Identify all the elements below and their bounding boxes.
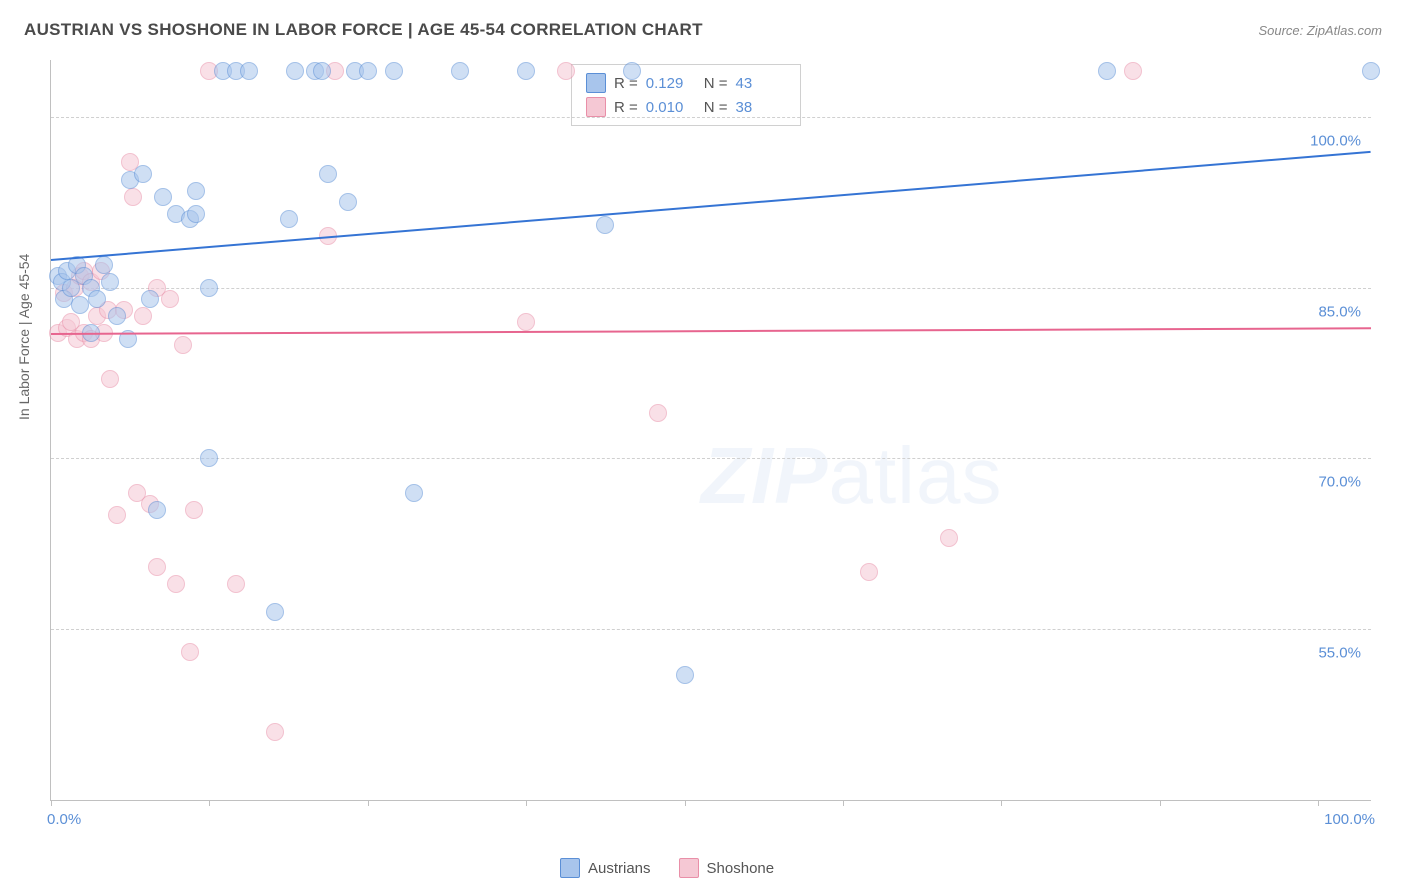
scatter-point xyxy=(187,182,205,200)
x-tick xyxy=(843,800,844,806)
scatter-point xyxy=(266,723,284,741)
scatter-point xyxy=(108,506,126,524)
gridline xyxy=(51,629,1371,630)
legend: Austrians Shoshone xyxy=(560,858,774,878)
scatter-point xyxy=(134,307,152,325)
chart-source: Source: ZipAtlas.com xyxy=(1258,23,1382,38)
scatter-point xyxy=(596,216,614,234)
scatter-point xyxy=(319,165,337,183)
stat-n-value: 43 xyxy=(736,75,786,92)
scatter-point xyxy=(101,273,119,291)
trend-line xyxy=(51,328,1371,336)
y-axis-label: In Labor Force | Age 45-54 xyxy=(16,254,32,420)
x-tick xyxy=(51,800,52,806)
scatter-point xyxy=(174,336,192,354)
legend-swatch xyxy=(586,97,606,117)
y-tick-label: 100.0% xyxy=(1310,132,1361,149)
x-tick xyxy=(209,800,210,806)
stat-n-label: N = xyxy=(704,75,728,92)
scatter-point xyxy=(385,62,403,80)
scatter-point xyxy=(557,62,575,80)
x-tick-label: 0.0% xyxy=(47,811,81,828)
chart-title: AUSTRIAN VS SHOSHONE IN LABOR FORCE | AG… xyxy=(24,20,703,40)
scatter-point xyxy=(227,575,245,593)
x-tick xyxy=(526,800,527,806)
y-tick-label: 55.0% xyxy=(1318,645,1361,662)
scatter-point xyxy=(88,290,106,308)
stat-r-value: 0.010 xyxy=(646,99,696,116)
legend-swatch xyxy=(586,73,606,93)
scatter-point xyxy=(95,256,113,274)
scatter-point xyxy=(517,313,535,331)
scatter-point xyxy=(940,529,958,547)
legend-swatch xyxy=(560,858,580,878)
scatter-point xyxy=(451,62,469,80)
scatter-point xyxy=(124,188,142,206)
scatter-point xyxy=(148,558,166,576)
scatter-point xyxy=(161,290,179,308)
scatter-point xyxy=(154,188,172,206)
x-tick xyxy=(368,800,369,806)
x-tick xyxy=(1001,800,1002,806)
watermark: ZIPatlas xyxy=(701,430,1002,522)
scatter-point xyxy=(141,290,159,308)
scatter-point xyxy=(359,62,377,80)
scatter-point xyxy=(266,603,284,621)
y-tick-label: 70.0% xyxy=(1318,474,1361,491)
x-tick xyxy=(685,800,686,806)
scatter-point xyxy=(517,62,535,80)
scatter-point xyxy=(313,62,331,80)
legend-swatch xyxy=(679,858,699,878)
stats-row: R =0.129N =43 xyxy=(586,71,786,95)
scatter-point xyxy=(187,205,205,223)
scatter-point xyxy=(676,666,694,684)
chart-header: AUSTRIAN VS SHOSHONE IN LABOR FORCE | AG… xyxy=(24,20,1382,40)
scatter-point xyxy=(649,404,667,422)
stat-n-value: 38 xyxy=(736,99,786,116)
scatter-point xyxy=(339,193,357,211)
gridline xyxy=(51,117,1371,118)
scatter-point xyxy=(286,62,304,80)
y-tick-label: 85.0% xyxy=(1318,303,1361,320)
scatter-point xyxy=(860,563,878,581)
scatter-point xyxy=(134,165,152,183)
scatter-point xyxy=(185,501,203,519)
stat-r-label: R = xyxy=(614,99,638,116)
plot-area: ZIPatlas R = 0.129 N = 43 R = 0.010 N = 38 55.0… xyxy=(50,60,1371,801)
scatter-point xyxy=(623,62,641,80)
legend-item: Austrians xyxy=(560,858,651,878)
x-tick xyxy=(1318,800,1319,806)
scatter-point xyxy=(200,449,218,467)
stat-n-label: N = xyxy=(704,99,728,116)
stats-row: R = 0.010 N = 38 xyxy=(586,95,786,119)
legend-label: Austrians xyxy=(588,860,651,877)
legend-label: Shoshone xyxy=(707,860,775,877)
legend-item: Shoshone xyxy=(679,858,775,878)
scatter-point xyxy=(101,370,119,388)
trend-line xyxy=(51,151,1371,261)
scatter-point xyxy=(1362,62,1380,80)
scatter-point xyxy=(1098,62,1116,80)
scatter-point xyxy=(167,575,185,593)
scatter-point xyxy=(181,643,199,661)
gridline xyxy=(51,458,1371,459)
scatter-point xyxy=(148,501,166,519)
stat-r-value: 0.129 xyxy=(646,75,696,92)
scatter-point xyxy=(108,307,126,325)
scatter-point xyxy=(405,484,423,502)
gridline xyxy=(51,288,1371,289)
scatter-point xyxy=(1124,62,1142,80)
scatter-point xyxy=(71,296,89,314)
x-tick-label: 100.0% xyxy=(1324,811,1375,828)
scatter-point xyxy=(280,210,298,228)
x-tick xyxy=(1160,800,1161,806)
scatter-point xyxy=(200,279,218,297)
scatter-point xyxy=(240,62,258,80)
